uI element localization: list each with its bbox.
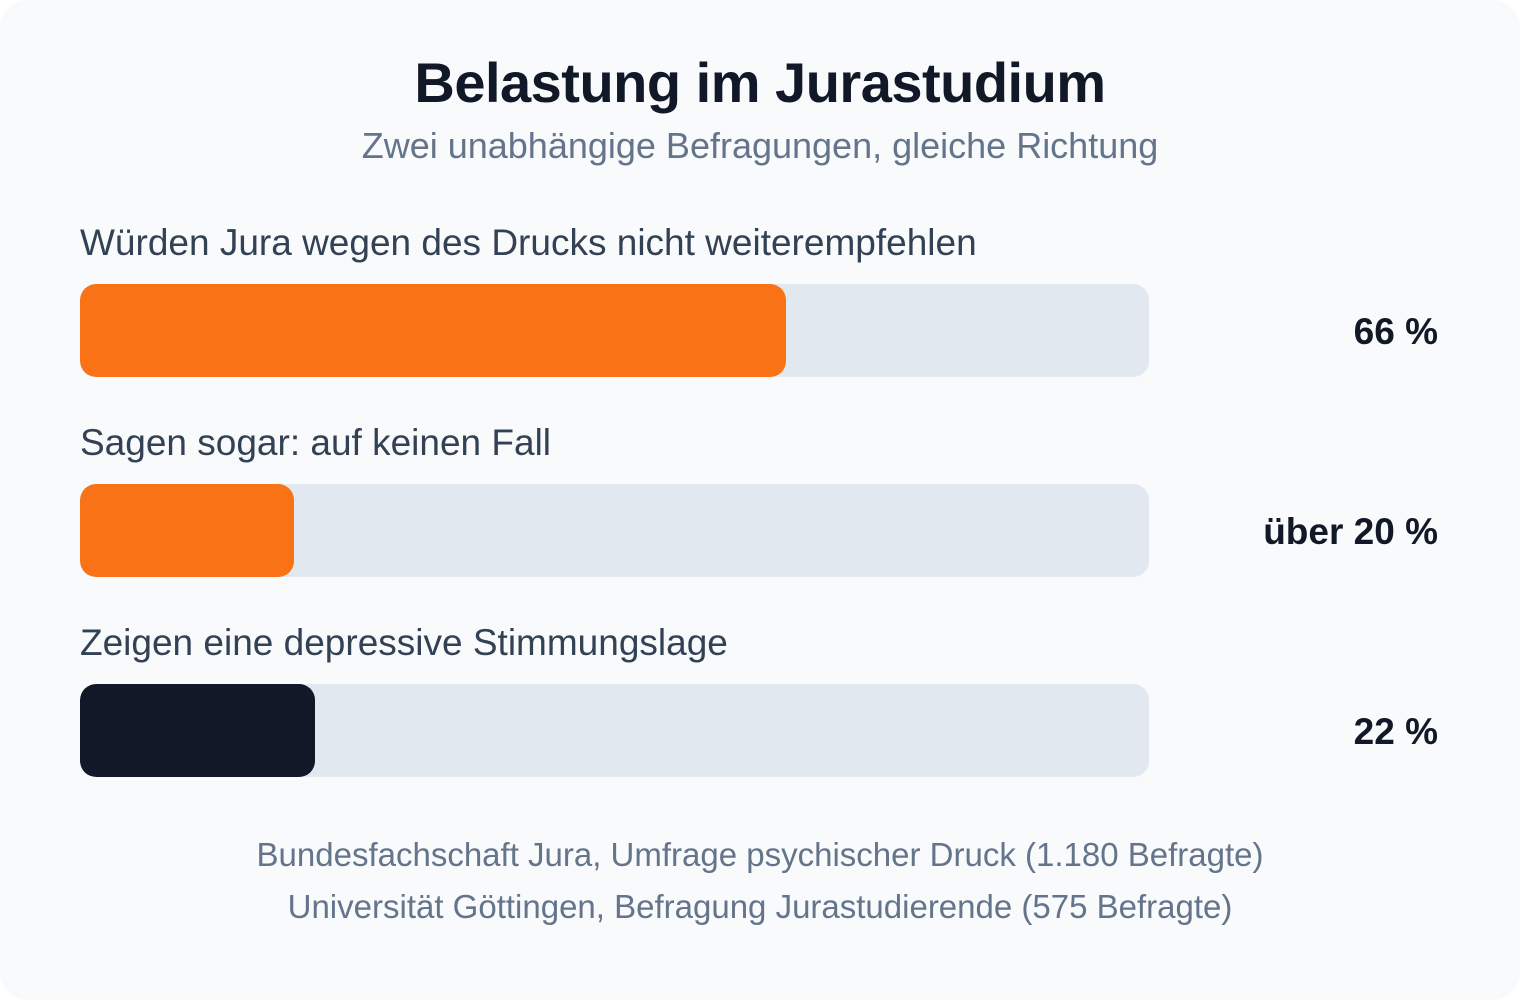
- bar-value-label: über 20 %: [1263, 511, 1438, 552]
- bar-value-label: 22 %: [1353, 711, 1438, 752]
- chart-title: Belastung im Jurastudium: [414, 51, 1106, 114]
- source-note: Bundesfachschaft Jura, Umfrage psychisch…: [256, 836, 1264, 873]
- bar-fill: [80, 484, 294, 577]
- bar-track: [80, 484, 1149, 577]
- bar-label: Würden Jura wegen des Drucks nicht weite…: [80, 222, 977, 263]
- bar-fill: [80, 284, 786, 377]
- bar-label: Sagen sogar: auf keinen Fall: [80, 422, 552, 463]
- bar-track: [80, 284, 1149, 377]
- bar-fill: [80, 684, 316, 777]
- chart-subtitle: Zwei unabhängige Befragungen, gleiche Ri…: [361, 125, 1159, 166]
- source-note: Universität Göttingen, Befragung Jurastu…: [287, 888, 1233, 925]
- bar-track: [80, 684, 1149, 777]
- bar-label: Zeigen eine depressive Stimmungslage: [80, 622, 728, 663]
- bar-value-label: 66 %: [1353, 311, 1438, 352]
